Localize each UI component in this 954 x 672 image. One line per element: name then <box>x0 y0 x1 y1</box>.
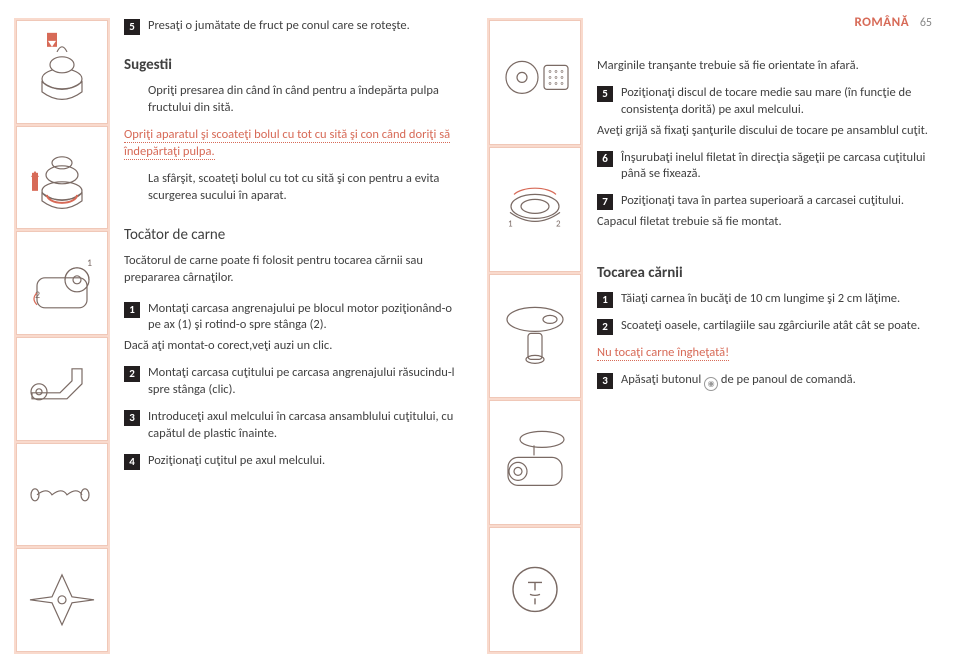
step-note: Dacă aţi montat-o corect,veţi auzi un cl… <box>124 338 467 355</box>
right-illustration-strip: 12 <box>487 18 583 654</box>
illus-cutter-housing <box>16 337 108 441</box>
step-note: Aveţi grijă să fixaţi şanţurile discului… <box>597 123 940 140</box>
mincing-step-2: 2 Scoateţi oasele, cartilagiile sau zgâr… <box>597 318 940 335</box>
left-column: 12 5 Presaţi o jumătate de fruct pe conu… <box>0 0 477 672</box>
svg-text:2: 2 <box>556 218 561 229</box>
right-step-5: 5 Poziţionaţi discul de tocare medie sau… <box>597 85 940 140</box>
step-text: Poziţionaţi tava în partea superioară a … <box>621 193 940 210</box>
right-step-7: 7 Poziţionaţi tava în partea superioară … <box>597 193 940 231</box>
svg-text:1: 1 <box>508 218 513 229</box>
step3-pre: Apăsaţi butonul <box>621 372 704 387</box>
meat-step-4: 4 Poziţionaţi cuţitul pe axul melcului. <box>124 453 467 470</box>
svg-text:1: 1 <box>87 256 92 269</box>
suggestion-para-2: La sfârşit, scoateţi bolul cu tot cu sit… <box>148 171 467 205</box>
illus-gearbox-mount: 12 <box>16 231 108 335</box>
meat-grinder-heading: Tocător de carne <box>124 225 467 245</box>
illus-assembled-grinder <box>489 400 581 525</box>
illus-tray <box>489 274 581 399</box>
left-step-5: 5 Presaţi o jumătate de fruct pe conul c… <box>124 18 467 35</box>
step-text: Poziţionaţi cuţitul pe axul melcului. <box>148 453 467 470</box>
illus-cutter-blade <box>16 548 108 652</box>
step-note: Capacul filetat trebuie să fie montat. <box>597 214 940 231</box>
step-text: Montaţi carcasa angrenajului pe blocul m… <box>148 301 467 335</box>
meat-intro: Tocătorul de carne poate fi folosit pent… <box>124 253 467 287</box>
step-number: 5 <box>124 19 140 35</box>
step-number: 7 <box>597 194 613 210</box>
step-text: Înşurubaţi inelul filetat în direcţia să… <box>621 150 940 184</box>
step-text: Montaţi carcasa cuţitului pe carcasa ang… <box>148 365 467 399</box>
step-number: 1 <box>124 302 140 318</box>
page-body: 12 5 Presaţi o jumătate de fruct pe conu… <box>0 0 954 672</box>
mincing-heading: Tocarea cărnii <box>597 263 940 283</box>
illus-remove-bowl <box>16 126 108 230</box>
right-text: Marginile tranşante trebuie să fie orien… <box>597 18 940 654</box>
step-number: 3 <box>124 410 140 426</box>
step-text: Apăsaţi butonul ◉ de pe panoul de comand… <box>621 372 940 391</box>
step-number: 3 <box>597 373 613 389</box>
mincing-step-1: 1 Tăiaţi carnea în bucăţi de 10 cm lungi… <box>597 291 940 308</box>
step-number: 6 <box>597 151 613 167</box>
step3-post: de pe panoul de comandă. <box>721 372 856 387</box>
step-text: Tăiaţi carnea în bucăţi de 10 cm lungime… <box>621 291 940 308</box>
step-number: 4 <box>124 454 140 470</box>
step-number: 2 <box>124 366 140 382</box>
warning-text: Opriţi aparatul şi scoateţi bolul cu tot… <box>124 127 450 160</box>
illus-press-fruit <box>16 20 108 124</box>
suggestions-heading: Sugestii <box>124 55 467 75</box>
step-text: Presaţi o jumătate de fruct pe conul car… <box>148 18 467 35</box>
illus-control-knob <box>489 527 581 652</box>
mincing-step-3: 3 Apăsaţi butonul ◉ de pe panoul de coma… <box>597 372 940 391</box>
illus-screw-ring: 12 <box>489 147 581 272</box>
illus-disc <box>489 20 581 145</box>
left-text: 5 Presaţi o jumătate de fruct pe conul c… <box>124 18 467 654</box>
step-number: 1 <box>597 292 613 308</box>
suggestion-para-1: Opriţi presarea din când în când pentru … <box>148 83 467 117</box>
step-text: Scoateţi oasele, cartilagiile sau zgârci… <box>621 318 940 335</box>
mincing-warning: Nu tocaţi carne îngheţată! <box>597 345 940 362</box>
right-step-6: 6 Înşurubaţi inelul filetat în direcţia … <box>597 150 940 184</box>
warning-text: Nu tocaţi carne îngheţată! <box>597 345 729 361</box>
left-illustration-strip: 12 <box>14 18 110 654</box>
right-column: 12 Marginile tranşante trebuie să fie or… <box>477 0 954 672</box>
step-text: Introduceţi axul melcului în carcasa ans… <box>148 409 467 443</box>
meat-step-2: 2 Montaţi carcasa cuţitului pe carcasa a… <box>124 365 467 399</box>
step-number: 2 <box>597 319 613 335</box>
step-text: Poziţionaţi discul de tocare medie sau m… <box>621 85 940 119</box>
grinder-button-icon: ◉ <box>704 377 718 391</box>
suggestion-warning: Opriţi aparatul şi scoateţi bolul cu tot… <box>124 127 467 161</box>
right-top-note: Marginile tranşante trebuie să fie orien… <box>597 58 940 75</box>
step-number: 5 <box>597 86 613 102</box>
meat-step-3: 3 Introduceţi axul melcului în carcasa a… <box>124 409 467 443</box>
meat-step-1: 1 Montaţi carcasa angrenajului pe blocul… <box>124 301 467 356</box>
illus-worm-shaft <box>16 443 108 547</box>
